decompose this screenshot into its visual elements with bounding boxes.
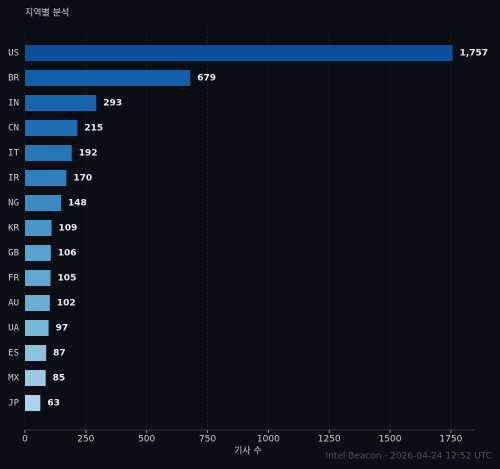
- chart-title: 지역별 분석: [25, 8, 69, 19]
- value-label: 192: [79, 149, 98, 159]
- x-tick-label: 1000: [257, 435, 280, 445]
- value-label: 148: [68, 199, 87, 209]
- y-tick-label: JP: [8, 399, 19, 409]
- value-label: 85: [53, 374, 66, 384]
- bar: [25, 320, 49, 336]
- y-tick-label: AU: [8, 299, 19, 309]
- footnote: Intel Beacon · 2026-04-24 12:52 UTC: [325, 452, 492, 462]
- bar: [25, 195, 62, 211]
- value-label: 97: [56, 324, 69, 334]
- bar: [25, 145, 72, 161]
- value-label: 1,757: [460, 49, 488, 59]
- value-label: 215: [84, 124, 103, 134]
- bar: [25, 345, 47, 361]
- bar: [25, 370, 46, 386]
- value-label: 109: [59, 224, 78, 234]
- value-label: 679: [197, 74, 216, 84]
- x-tick-label: 1250: [318, 435, 341, 445]
- bar: [25, 170, 67, 186]
- y-tick-label: BR: [8, 74, 19, 84]
- y-tick-label: GB: [8, 249, 19, 259]
- bar: [25, 70, 191, 86]
- x-tick-label: 250: [77, 435, 94, 445]
- bar: [25, 395, 41, 411]
- y-tick-label: US: [8, 49, 19, 59]
- bar: [25, 245, 51, 261]
- bar: [25, 295, 50, 311]
- x-tick-label: 1500: [379, 435, 402, 445]
- bar: [25, 45, 453, 61]
- y-tick-label: KR: [8, 224, 19, 234]
- value-label: 87: [53, 349, 66, 359]
- y-tick-label: ES: [8, 349, 19, 359]
- bar: [25, 270, 51, 286]
- value-label: 170: [73, 174, 92, 184]
- y-tick-label: IR: [8, 174, 19, 184]
- value-label: 293: [103, 99, 122, 109]
- x-axis-label: 기사 수: [234, 446, 262, 457]
- bar: [25, 120, 78, 136]
- y-tick-label: MX: [8, 374, 19, 384]
- value-label: 106: [58, 249, 77, 259]
- bar: [25, 95, 97, 111]
- y-tick-label: IN: [8, 99, 19, 109]
- value-label: 63: [47, 399, 60, 409]
- value-label: 105: [58, 274, 77, 284]
- y-tick-label: FR: [8, 274, 19, 284]
- y-tick-label: UA: [8, 324, 19, 334]
- y-tick-label: IT: [8, 149, 19, 159]
- y-tick-label: NG: [8, 199, 19, 209]
- x-tick-label: 1750: [439, 435, 462, 445]
- bar: [25, 220, 52, 236]
- x-tick-label: 500: [138, 435, 155, 445]
- x-tick-label: 750: [199, 435, 216, 445]
- y-tick-label: CN: [8, 124, 19, 134]
- value-label: 102: [57, 299, 76, 309]
- x-tick-label: 0: [22, 435, 28, 445]
